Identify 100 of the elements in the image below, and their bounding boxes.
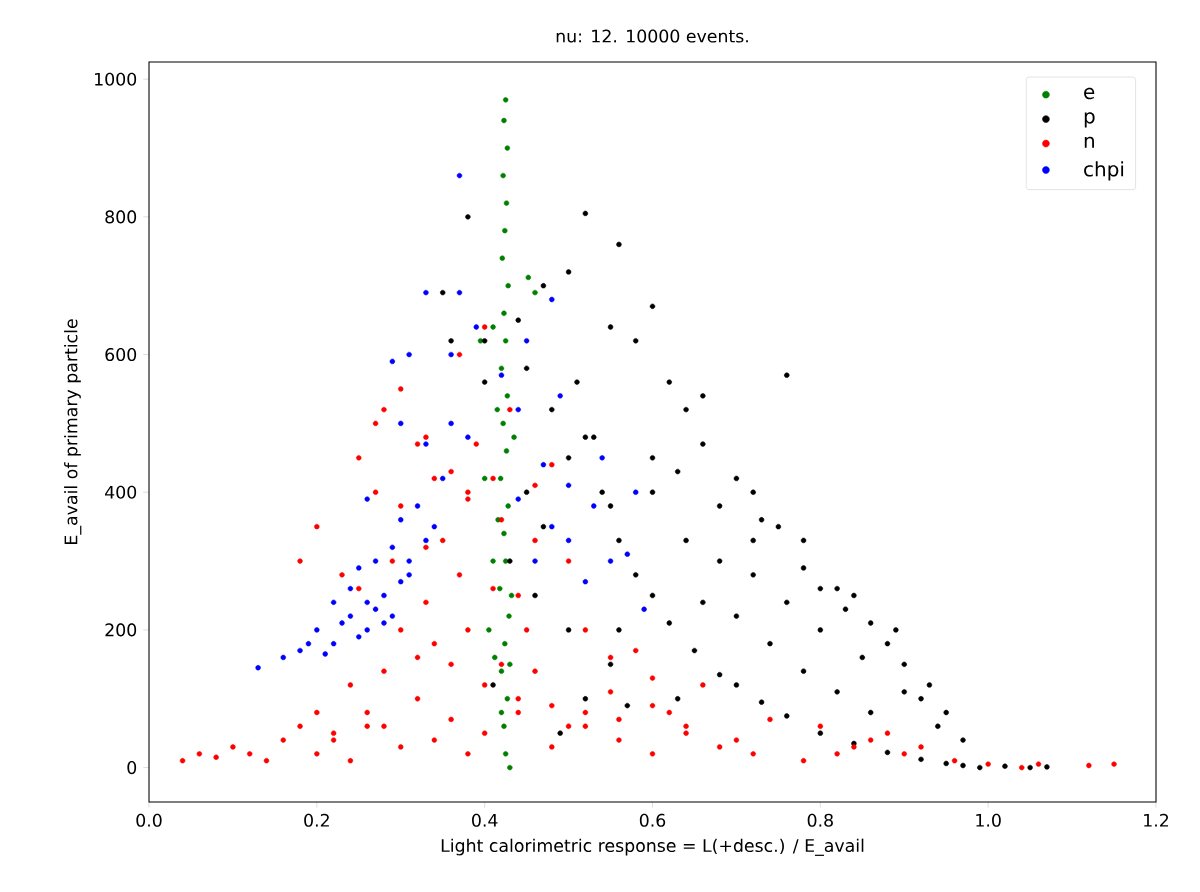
x-tick-label: 0.0 bbox=[136, 813, 162, 827]
point bbox=[498, 365, 505, 371]
point bbox=[280, 654, 286, 661]
point bbox=[473, 324, 479, 330]
point bbox=[423, 537, 429, 544]
point bbox=[406, 351, 412, 358]
chart-title: nu: 12. 10000 events. bbox=[556, 29, 748, 43]
point bbox=[356, 634, 362, 640]
point bbox=[465, 434, 471, 440]
point bbox=[501, 310, 507, 316]
point bbox=[339, 620, 345, 626]
point bbox=[511, 434, 517, 440]
point bbox=[505, 503, 511, 509]
point bbox=[565, 537, 572, 544]
point bbox=[504, 696, 510, 702]
point bbox=[494, 406, 500, 413]
point bbox=[502, 97, 509, 103]
x-tick-label: 0.2 bbox=[304, 813, 329, 827]
point bbox=[414, 503, 421, 509]
point bbox=[503, 448, 510, 454]
point bbox=[504, 393, 510, 399]
point bbox=[599, 455, 605, 461]
point bbox=[515, 496, 521, 502]
point bbox=[372, 606, 379, 612]
point bbox=[364, 627, 370, 633]
point bbox=[490, 558, 496, 564]
point bbox=[305, 640, 312, 647]
point bbox=[431, 523, 437, 530]
point bbox=[356, 565, 362, 571]
legend-label: p bbox=[1084, 112, 1095, 128]
point bbox=[504, 145, 510, 151]
point bbox=[330, 599, 337, 606]
point bbox=[505, 283, 511, 289]
point bbox=[525, 274, 531, 281]
point bbox=[502, 640, 508, 647]
point bbox=[565, 482, 572, 489]
y-tick-label: 1000 bbox=[95, 72, 137, 86]
point bbox=[497, 585, 503, 592]
x-tick-label: 1.2 bbox=[1144, 813, 1169, 827]
legend-label: e bbox=[1084, 87, 1095, 100]
x-tick-label: 1.0 bbox=[976, 813, 1001, 827]
point bbox=[389, 544, 396, 550]
point bbox=[500, 172, 506, 179]
point bbox=[297, 647, 303, 654]
x-axis-title: Light calorimetric response = L(+desc.) / E_avail bbox=[441, 838, 864, 856]
point bbox=[502, 338, 509, 344]
point bbox=[477, 338, 484, 344]
point bbox=[641, 606, 647, 612]
point bbox=[398, 420, 404, 427]
point bbox=[502, 227, 508, 234]
point bbox=[501, 530, 507, 537]
point bbox=[456, 172, 463, 179]
point bbox=[507, 764, 513, 771]
point bbox=[501, 723, 507, 729]
y-tick-label: 0 bbox=[127, 761, 137, 775]
y-axis-title: E_avail of primary particle bbox=[64, 319, 82, 544]
point bbox=[501, 117, 507, 124]
point bbox=[364, 496, 370, 502]
point bbox=[532, 558, 538, 564]
legend-label: chpi bbox=[1084, 161, 1124, 181]
point bbox=[448, 420, 454, 427]
point bbox=[549, 523, 555, 530]
point bbox=[557, 393, 563, 399]
point bbox=[498, 709, 505, 716]
point bbox=[633, 489, 639, 495]
point bbox=[322, 651, 328, 657]
point bbox=[582, 579, 589, 585]
point bbox=[314, 627, 320, 633]
point bbox=[482, 475, 488, 482]
point bbox=[406, 572, 412, 578]
point bbox=[423, 441, 429, 447]
point bbox=[502, 751, 509, 757]
x-tick-label: 0.8 bbox=[807, 813, 833, 827]
x-tick-label: 0.6 bbox=[639, 813, 666, 827]
point bbox=[515, 406, 521, 413]
point bbox=[624, 551, 630, 557]
point bbox=[523, 338, 530, 344]
point bbox=[498, 372, 505, 378]
point bbox=[497, 475, 504, 482]
point bbox=[389, 613, 396, 619]
point bbox=[549, 296, 555, 303]
point bbox=[406, 558, 412, 564]
point bbox=[490, 324, 496, 330]
point bbox=[591, 503, 597, 509]
point bbox=[448, 351, 454, 358]
point bbox=[607, 558, 614, 564]
legend-label: n bbox=[1084, 136, 1094, 148]
point bbox=[389, 358, 396, 365]
point bbox=[498, 668, 505, 674]
point bbox=[347, 585, 354, 592]
point bbox=[381, 620, 387, 626]
point bbox=[456, 289, 463, 296]
point bbox=[330, 640, 337, 647]
point bbox=[440, 475, 446, 482]
point bbox=[503, 200, 510, 206]
x-tick-label: 0.4 bbox=[472, 813, 498, 827]
point bbox=[540, 462, 547, 468]
y-tick-label: 600 bbox=[105, 347, 137, 362]
point bbox=[499, 255, 505, 261]
point bbox=[500, 420, 506, 427]
